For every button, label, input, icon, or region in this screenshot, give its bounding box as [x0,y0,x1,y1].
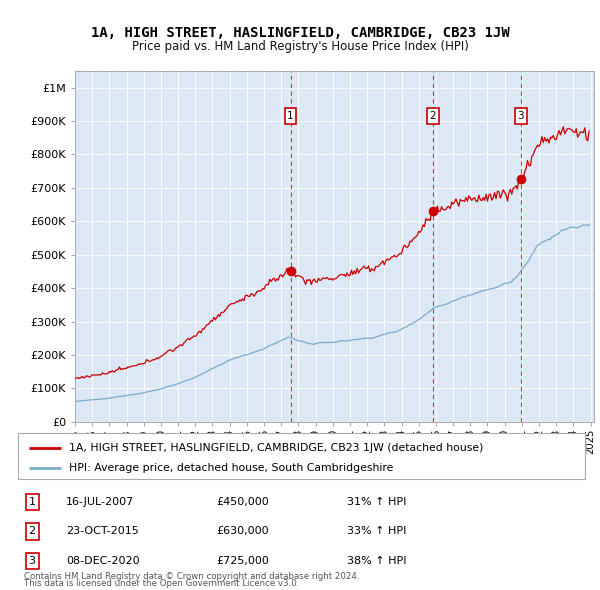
Text: Price paid vs. HM Land Registry's House Price Index (HPI): Price paid vs. HM Land Registry's House … [131,40,469,53]
Text: 23-OCT-2015: 23-OCT-2015 [66,526,139,536]
Text: 1A, HIGH STREET, HASLINGFIELD, CAMBRIDGE, CB23 1JW (detached house): 1A, HIGH STREET, HASLINGFIELD, CAMBRIDGE… [69,442,484,453]
Text: 33% ↑ HPI: 33% ↑ HPI [347,526,406,536]
Text: 2: 2 [430,111,436,121]
Text: 16-JUL-2007: 16-JUL-2007 [66,497,134,507]
Text: This data is licensed under the Open Government Licence v3.0.: This data is licensed under the Open Gov… [24,579,299,588]
Text: 2: 2 [29,526,36,536]
Text: £725,000: £725,000 [217,556,269,566]
Text: £450,000: £450,000 [217,497,269,507]
Text: 08-DEC-2020: 08-DEC-2020 [66,556,140,566]
Text: 31% ↑ HPI: 31% ↑ HPI [347,497,406,507]
Text: £630,000: £630,000 [217,526,269,536]
Text: 1: 1 [29,497,35,507]
Text: 3: 3 [29,556,35,566]
Text: 1A, HIGH STREET, HASLINGFIELD, CAMBRIDGE, CB23 1JW: 1A, HIGH STREET, HASLINGFIELD, CAMBRIDGE… [91,26,509,40]
Text: 1: 1 [287,111,294,121]
FancyBboxPatch shape [18,433,585,479]
Text: HPI: Average price, detached house, South Cambridgeshire: HPI: Average price, detached house, Sout… [69,463,394,473]
Text: 38% ↑ HPI: 38% ↑ HPI [347,556,406,566]
Text: 3: 3 [517,111,524,121]
Text: Contains HM Land Registry data © Crown copyright and database right 2024.: Contains HM Land Registry data © Crown c… [24,572,359,581]
